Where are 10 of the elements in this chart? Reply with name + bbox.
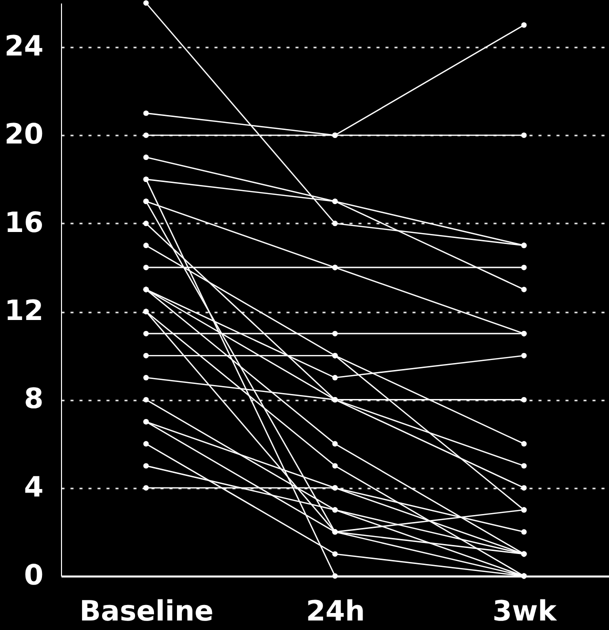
y-tick-label: 8 xyxy=(24,382,44,416)
x-tick-label: Baseline xyxy=(80,594,214,628)
y-tick-label: 12 xyxy=(4,294,44,328)
y-tick-label: 4 xyxy=(24,470,44,504)
y-tick-label: 24 xyxy=(4,30,44,63)
y-tick-label: 0 xyxy=(24,558,44,592)
y-tick-label: 16 xyxy=(4,206,44,239)
x-tick-label: 3wk xyxy=(492,594,558,628)
x-tick-label: 24h xyxy=(306,594,365,628)
y-tick-label: 20 xyxy=(4,118,44,151)
